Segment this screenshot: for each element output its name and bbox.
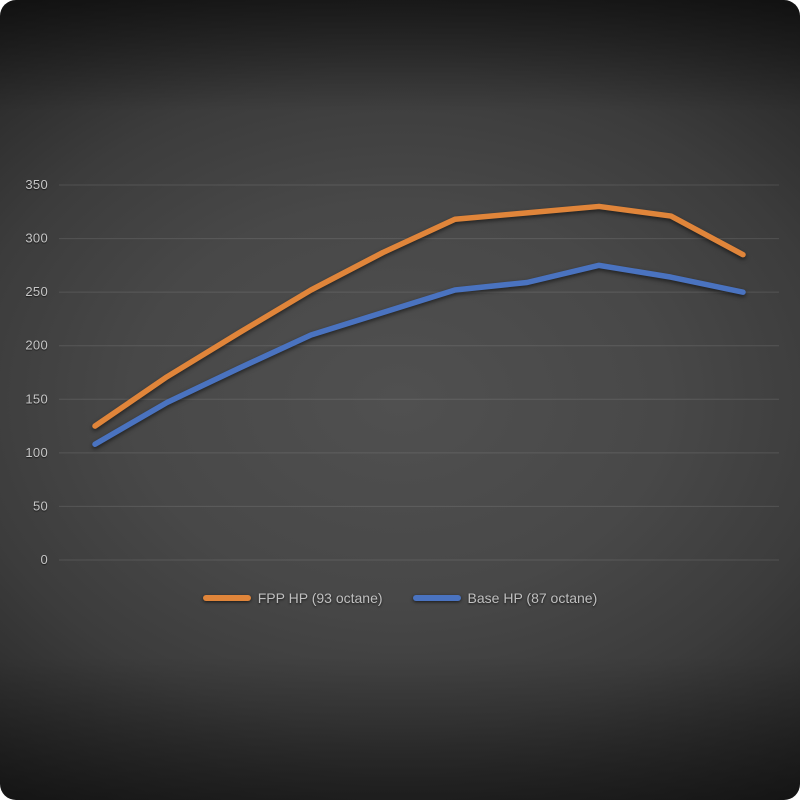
series-line-0	[92, 203, 746, 429]
legend-item-1: Base HP (87 octane)	[412, 590, 598, 606]
y-axis-tick-label: 0	[40, 552, 48, 567]
y-axis-tick-label: 200	[25, 338, 48, 353]
legend-label: FPP HP (93 octane)	[257, 590, 383, 606]
y-axis-tick-label: 100	[25, 445, 48, 460]
y-axis-tick-label: 250	[25, 284, 48, 299]
series-line-1	[92, 262, 746, 448]
legend-item-0: FPP HP (93 octane)	[202, 590, 383, 606]
legend-line-swatch-icon	[412, 595, 461, 601]
y-axis-tick-label: 150	[25, 391, 48, 406]
legend-label: Base HP (87 octane)	[467, 590, 598, 606]
y-axis-tick-label: 300	[25, 231, 48, 246]
y-axis-tick-label: 50	[33, 498, 48, 513]
legend-line-swatch-icon	[202, 595, 251, 601]
legend: FPP HP (93 octane) Base HP (87 octane)	[0, 590, 800, 606]
y-axis-tick-label: 350	[25, 177, 48, 192]
